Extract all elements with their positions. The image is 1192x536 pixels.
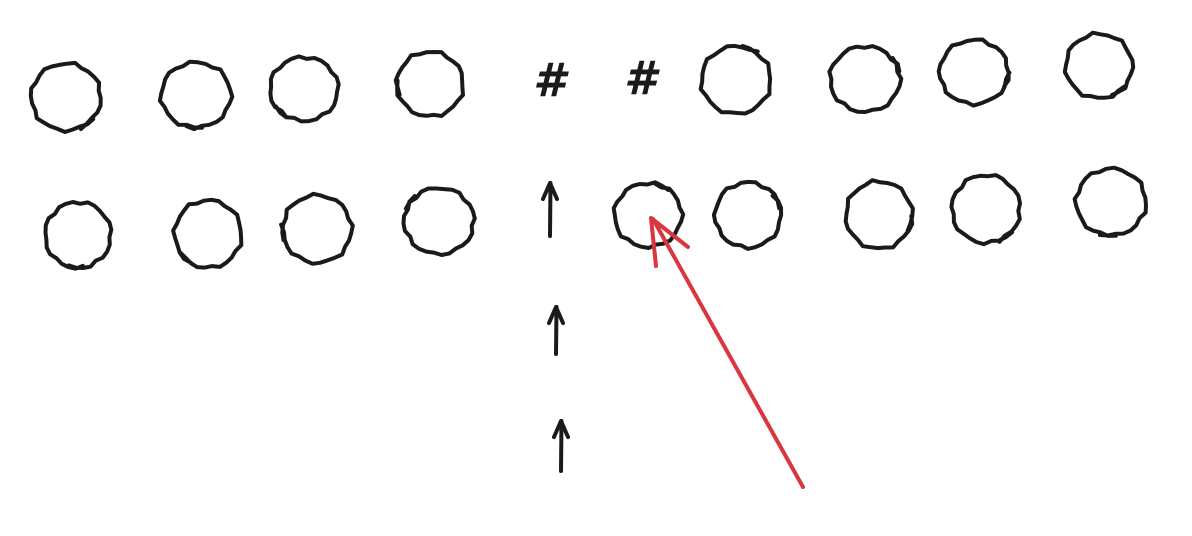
up-arrow-icon	[552, 419, 570, 473]
up-arrow-shaft	[554, 305, 559, 356]
up-arrow-icon	[541, 181, 559, 238]
up-arrow-shaft	[559, 419, 564, 473]
up-arrow-icon	[547, 305, 565, 356]
highlighted-circle	[611, 180, 686, 250]
row-bottom	[43, 165, 1148, 271]
circle	[711, 179, 784, 251]
up-arrow-head	[552, 419, 570, 439]
up-arrow-shaft	[548, 181, 553, 238]
circle	[157, 59, 235, 132]
hash-mark: #	[624, 51, 660, 105]
row-top: # #	[28, 30, 1136, 134]
circle	[1072, 165, 1148, 238]
circle	[949, 173, 1022, 247]
circle	[171, 197, 244, 270]
circle	[279, 191, 355, 266]
circle	[401, 186, 477, 257]
pointer-layer	[649, 216, 805, 489]
circle	[268, 54, 341, 124]
circle	[936, 37, 1012, 108]
red-arrow-icon	[649, 216, 805, 489]
up-arrow-head	[541, 181, 559, 201]
circle	[28, 60, 103, 134]
rows-layer: # #	[28, 30, 1148, 271]
circle	[698, 43, 773, 116]
red-arrow-shaft	[651, 217, 805, 489]
circle	[827, 44, 904, 114]
circle	[43, 200, 114, 271]
circle	[393, 50, 465, 118]
red-arrow-head	[649, 216, 690, 268]
hash-mark: #	[533, 53, 569, 107]
circle	[843, 178, 915, 251]
column-arrows-layer	[547, 305, 570, 473]
up-arrow-head	[547, 305, 565, 325]
circle	[1062, 30, 1136, 100]
